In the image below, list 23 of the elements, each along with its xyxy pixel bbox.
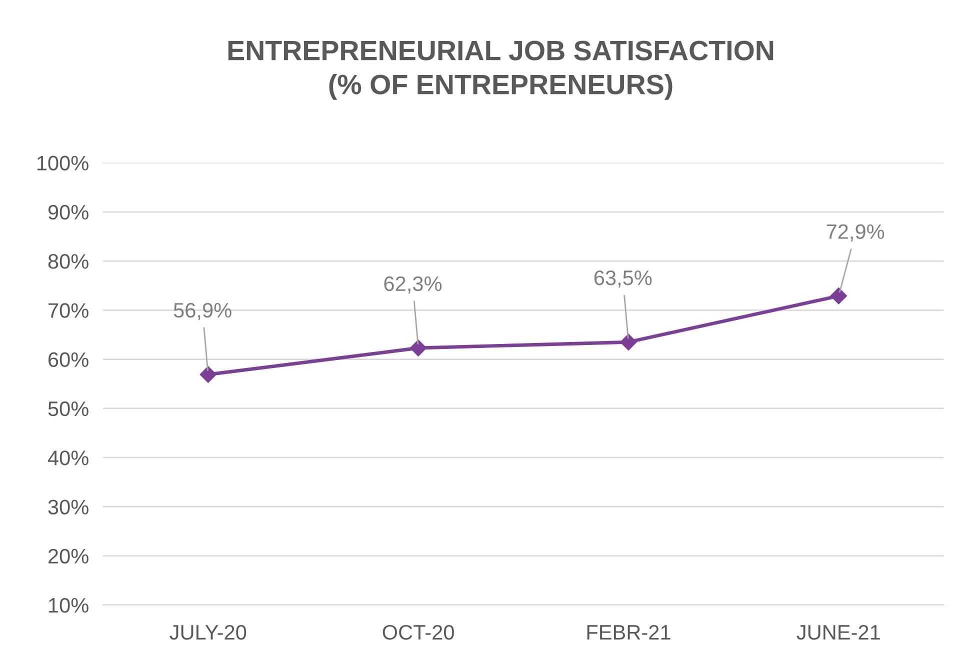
x-tick-label: JULY-20 — [170, 624, 246, 640]
data-label: 62,3% — [384, 276, 442, 294]
point — [620, 334, 637, 350]
point — [830, 288, 848, 304]
data-label: 63,5% — [594, 270, 652, 288]
y-tick-label: 70% — [48, 303, 88, 318]
y-tick-label: 90% — [48, 204, 88, 220]
point — [410, 340, 427, 356]
y-tick-label: 60% — [48, 352, 88, 368]
y-tick-label: 30% — [48, 500, 88, 514]
y-tick-label: 50% — [48, 401, 88, 416]
data-label: 56,9% — [174, 302, 232, 320]
x-tick-label: FEBR-21 — [587, 624, 670, 640]
data-label: 72,9% — [826, 224, 884, 242]
y-tick-label: 100% — [37, 156, 88, 170]
x-tick-label: OCT-20 — [382, 624, 454, 640]
y-tick-label: 80% — [48, 254, 88, 269]
y-tick-label: 20% — [48, 548, 88, 564]
y-tick-label: 10% — [49, 598, 88, 613]
y-tick-label: 40% — [48, 450, 88, 466]
chart-title: ENTREPRENEURIAL JOB SATISFACTION (% OF ENTREPRENEURS) — [228, 40, 774, 100]
point — [200, 366, 217, 383]
x-tick-label: JUNE-21 — [796, 624, 880, 640]
